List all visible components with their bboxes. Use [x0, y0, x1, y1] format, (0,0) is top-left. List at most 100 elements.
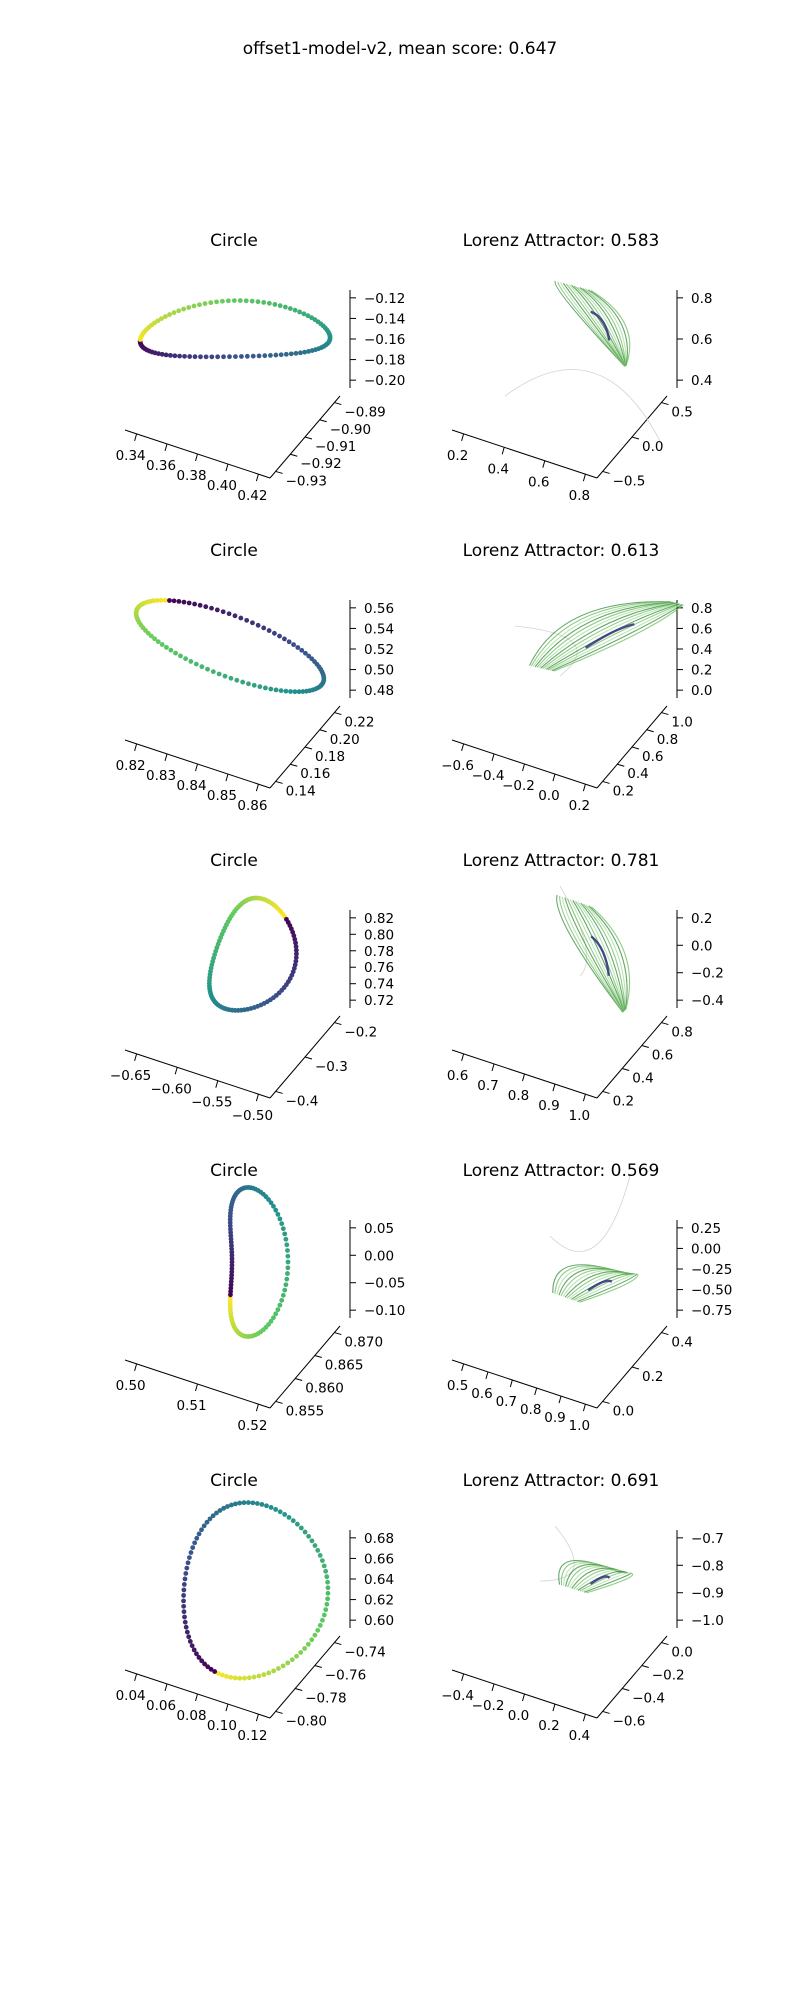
data-point [273, 352, 279, 358]
lorenz-panel: Lorenz Attractor: 0.691−0.4−0.20.00.20.4… [441, 1471, 724, 1744]
data-point [271, 1203, 276, 1209]
y-tick-label: 0.2 [642, 1369, 663, 1385]
z-tick-label: 0.76 [364, 960, 394, 976]
y-tick-mark [661, 1022, 669, 1026]
data-point [283, 351, 289, 357]
x-tick-mark [501, 447, 505, 455]
data-point [259, 1502, 265, 1507]
z-tick-label: 0.64 [364, 1572, 394, 1588]
data-point [250, 1500, 256, 1506]
data-point [293, 955, 299, 960]
x-tick-label: 0.42 [237, 488, 267, 504]
x-tick-label: −0.60 [151, 1081, 192, 1097]
data-point [282, 636, 287, 642]
data-point [222, 673, 228, 679]
data-point [288, 689, 293, 694]
data-point [192, 1540, 198, 1546]
data-point [320, 1617, 325, 1623]
data-point [196, 1531, 202, 1537]
trajectory-strand [580, 902, 626, 1011]
data-point [188, 1550, 194, 1555]
data-point [210, 669, 216, 675]
data-point [309, 315, 314, 321]
y-tick-mark [661, 712, 669, 716]
z-tick-label: −0.16 [364, 332, 405, 348]
y-tick-mark [602, 780, 610, 784]
data-point [225, 1504, 230, 1509]
x-tick-label: 0.6 [471, 1386, 492, 1402]
y-tick-label: −0.91 [315, 439, 356, 455]
x-tick-label: 0.10 [207, 1718, 237, 1734]
data-point [173, 650, 178, 656]
x-tick-label: 0.9 [544, 1410, 565, 1426]
x-tick-mark [461, 743, 465, 751]
x-tick-mark [255, 1714, 259, 1722]
y-tick-mark [641, 1665, 649, 1669]
x-tick-label: −0.50 [232, 1108, 273, 1124]
data-point [245, 1500, 251, 1505]
y-tick-mark [275, 470, 283, 474]
data-point [277, 303, 283, 309]
x-tick-label: 0.2 [538, 1718, 559, 1734]
data-point [163, 352, 169, 358]
data-point [244, 353, 250, 359]
data-point [203, 604, 209, 610]
trajectory-strand [529, 601, 671, 666]
z-tick-label: 0.48 [364, 683, 394, 699]
data-point [285, 1265, 291, 1271]
y-tick-label: −0.93 [286, 473, 327, 489]
z-tick-label: −0.14 [364, 311, 405, 327]
data-point [182, 1614, 187, 1620]
panel-title: Circle [210, 1161, 258, 1181]
data-point [251, 1674, 257, 1680]
circle-panel: Circle −0.65−0.60−0.55−0.50 −0.4 −0.3 −0.2 0.… [110, 851, 394, 1124]
data-point [279, 1297, 285, 1303]
data-point [271, 1668, 277, 1674]
data-point [159, 351, 165, 357]
data-point [158, 597, 164, 603]
z-tick-label: 0.6 [691, 332, 712, 348]
z-tick-label: 0.00 [691, 1241, 721, 1257]
trajectory-strand [530, 601, 672, 667]
y-tick-mark [319, 419, 327, 423]
data-point [321, 1612, 327, 1618]
x-tick-label: 0.0 [508, 1708, 529, 1724]
data-point [271, 1315, 276, 1321]
data-point [266, 628, 272, 633]
data-point [184, 1629, 190, 1635]
y-tick-label: 0.6 [652, 1048, 673, 1064]
data-point [186, 305, 192, 310]
data-point [201, 1523, 207, 1529]
data-point [293, 940, 298, 946]
data-point [273, 687, 279, 693]
trajectory-strand [582, 287, 627, 366]
y-tick-mark [646, 729, 654, 733]
data-point [182, 353, 187, 359]
x-tick-mark [558, 1395, 562, 1404]
y-tick-label: −0.2 [652, 1668, 685, 1684]
data-point [315, 1627, 321, 1633]
data-point [186, 600, 192, 606]
data-point [181, 1598, 186, 1604]
data-point [210, 1513, 216, 1519]
x-tick-mark [225, 773, 229, 782]
trajectory-strand [577, 901, 626, 1011]
trajectory-strand [583, 903, 626, 1011]
data-point [181, 1587, 187, 1593]
z-tick-label: 0.0 [691, 938, 712, 954]
x-tick-label: −0.2 [502, 778, 535, 794]
data-point [323, 1568, 329, 1574]
data-point [305, 1641, 311, 1647]
z-tick-label: 0.82 [364, 911, 394, 927]
y-tick-label: −0.4 [286, 1093, 319, 1109]
data-point [183, 1624, 189, 1630]
z-tick-label: −0.10 [364, 1303, 405, 1319]
trajectory-strand [586, 1572, 634, 1594]
x-tick-mark [255, 474, 259, 482]
data-point [306, 1533, 312, 1539]
data-point [277, 1216, 283, 1222]
y-tick-mark [661, 402, 669, 406]
data-point [287, 306, 293, 311]
z-tick-label: −0.50 [691, 1283, 732, 1299]
data-point [185, 1560, 191, 1566]
